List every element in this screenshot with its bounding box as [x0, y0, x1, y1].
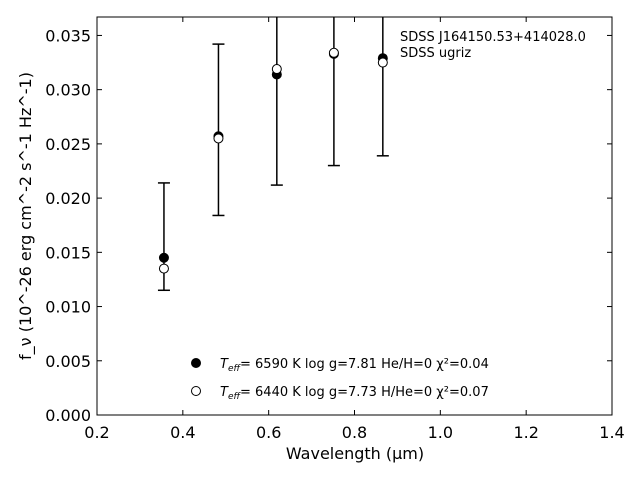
y-tick-label: 0.030 — [45, 81, 91, 100]
y-tick-label: 0.020 — [45, 189, 91, 208]
x-tick-label: 0.8 — [342, 423, 367, 442]
annotation-filter-set: SDSS ugriz — [400, 46, 471, 61]
y-tick-label: 0.015 — [45, 243, 91, 262]
y-tick-label: 0.005 — [45, 352, 91, 371]
x-tick-label: 1.4 — [599, 423, 624, 442]
y-tick-label: 0.035 — [45, 26, 91, 45]
y-tick-label: 0.000 — [45, 406, 91, 425]
point-open — [213, 133, 224, 144]
point-open — [271, 64, 282, 75]
y-axis-label: f_ν (10^-26 erg cm^-2 s^-1 Hz^-1) — [16, 72, 36, 360]
x-tick-label: 1.2 — [513, 423, 538, 442]
x-tick-label: 0.2 — [84, 423, 109, 442]
legend-marker-open — [191, 386, 201, 396]
legend: Teff= 6590 K log g=7.81 He/H=0 χ²=0.04 T… — [191, 357, 489, 402]
axis-ticks: 0.2 0.4 0.6 0.8 1.0 1.2 1.4 0.000 0.005 0.010 0.01… — [45, 17, 625, 442]
legend-entry-1: Teff= 6590 K log g=7.81 He/H=0 χ²=0.04 — [220, 357, 489, 374]
x-tick-label: 0.4 — [170, 423, 195, 442]
y-tick-label: 0.010 — [45, 298, 91, 317]
x-tick-label: 0.6 — [256, 423, 281, 442]
point-open — [158, 263, 169, 274]
point-open — [328, 47, 339, 58]
point-filled — [158, 252, 169, 263]
y-tick-label: 0.025 — [45, 135, 91, 154]
plot-frame — [96, 16, 613, 416]
annotation-object-name: SDSS J164150.53+414028.0 — [400, 30, 586, 45]
data-marks — [157, 17, 389, 292]
point-open — [377, 57, 388, 68]
x-tick-label: 1.0 — [428, 423, 453, 442]
legend-entry-2: Teff= 6440 K log g=7.73 H/He=0 χ²=0.07 — [220, 385, 489, 402]
legend-marker-filled — [191, 358, 201, 368]
x-axis-label: Wavelength (μm) — [286, 444, 424, 463]
